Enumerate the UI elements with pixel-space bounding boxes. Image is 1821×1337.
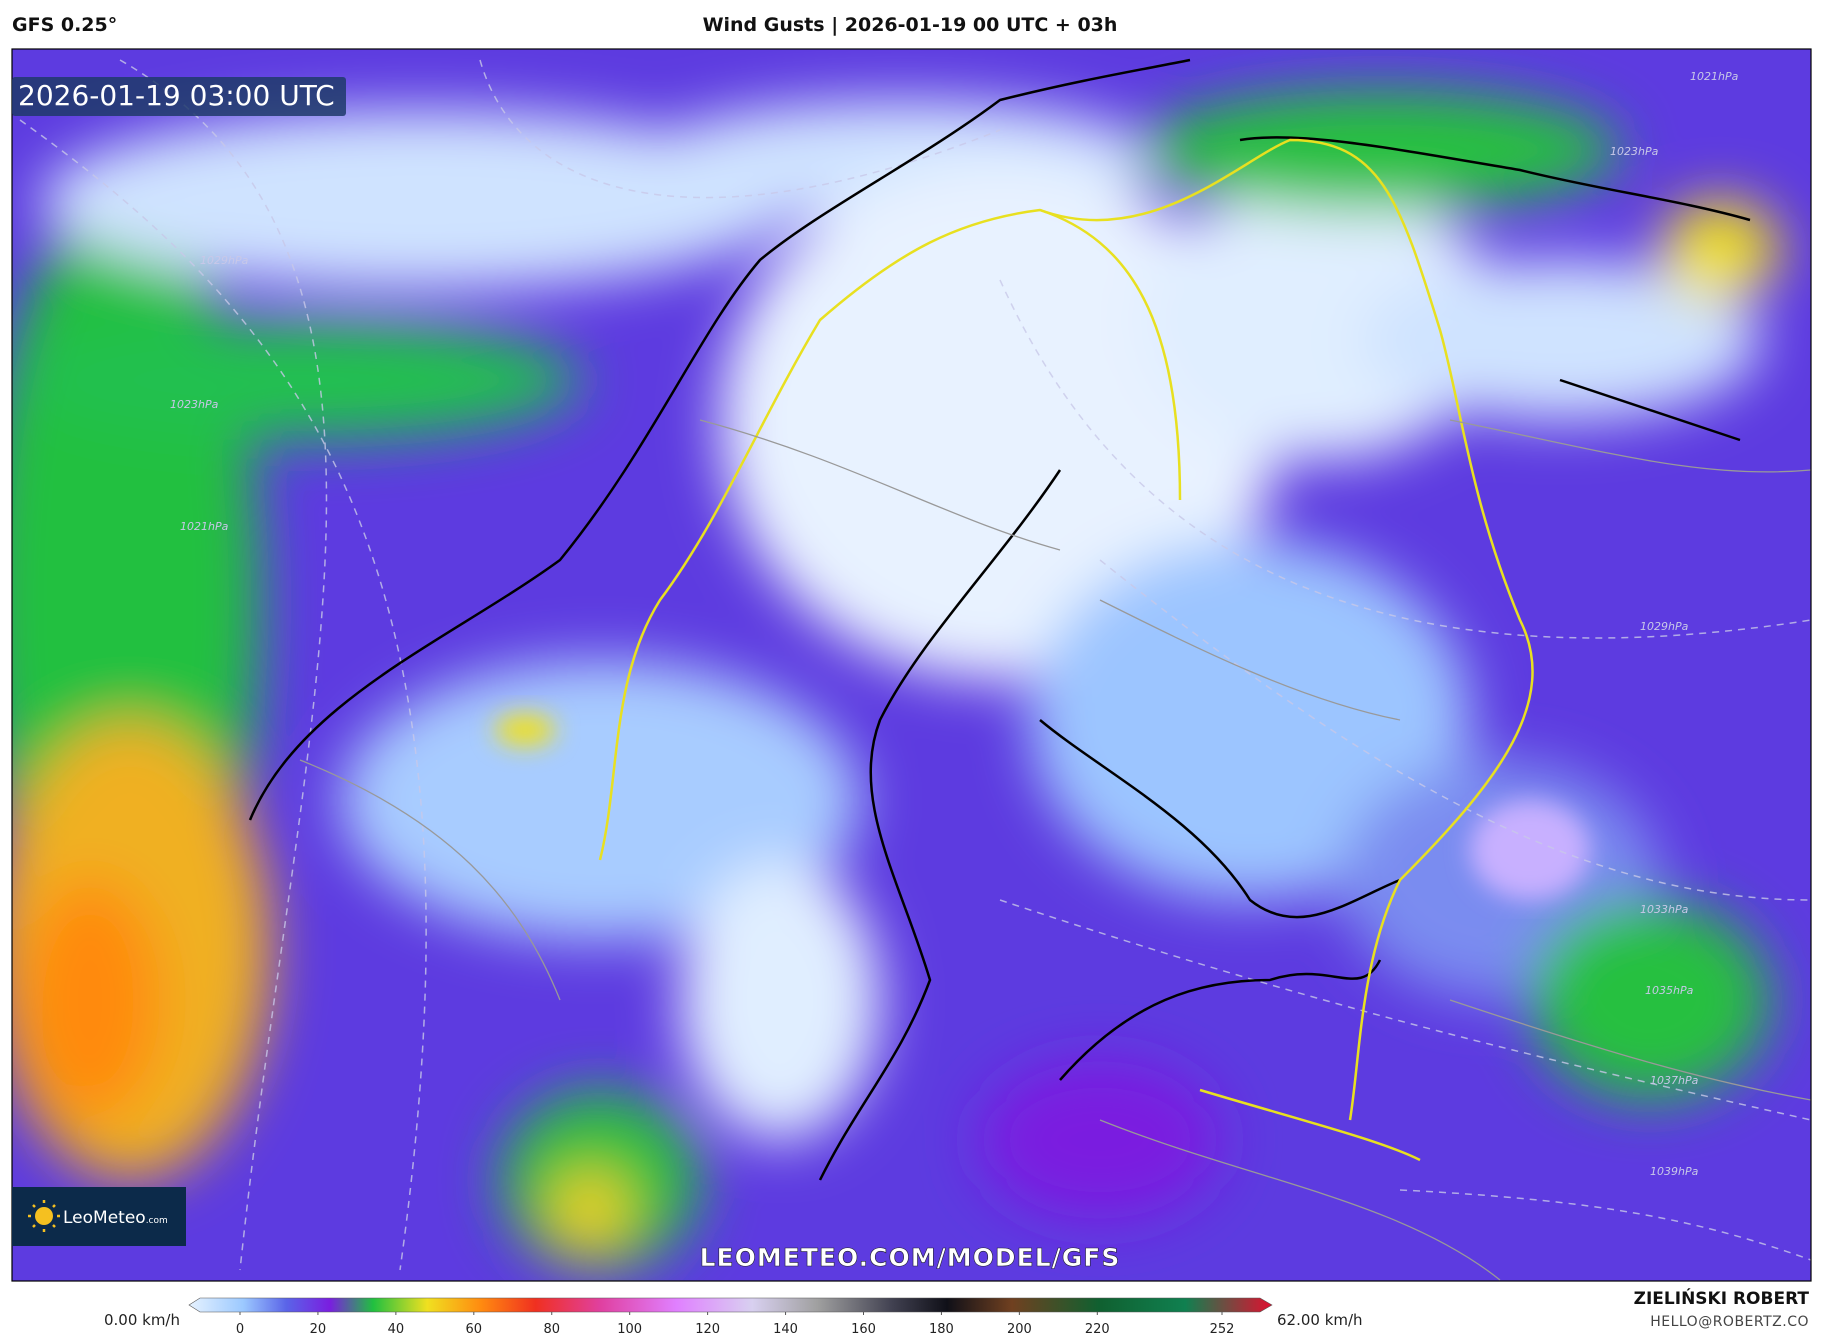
map-frame xyxy=(11,48,1812,1282)
colorbar-min: 0.00 km/h xyxy=(104,1311,180,1329)
email: HELLO@ROBERTZ.CO xyxy=(1650,1314,1809,1330)
colorbar-tick-label: 180 xyxy=(929,1322,954,1337)
isobar-label: 1029hPa xyxy=(200,254,249,267)
title: Wind Gusts | 2026-01-19 00 UTC + 03h xyxy=(703,14,1118,36)
logo-sun xyxy=(35,1207,53,1225)
logo-suffix: .com xyxy=(146,1216,168,1226)
colorbar-tick-label: 0 xyxy=(236,1322,244,1337)
colorbar-tick-label: 100 xyxy=(617,1322,642,1337)
isobar-label: 1021hPa xyxy=(180,520,229,533)
isobar-label: 1035hPa xyxy=(1645,984,1694,997)
colorbar-tick-label: 40 xyxy=(388,1322,405,1337)
colorbar xyxy=(188,1297,1273,1313)
isobar-label: 1039hPa xyxy=(1650,1165,1699,1178)
colorbar-tick-label: 140 xyxy=(773,1322,798,1337)
colorbar-tick-label: 80 xyxy=(543,1322,560,1337)
colorbar-tick-label: 200 xyxy=(1007,1322,1032,1337)
map: 1021hPa 1023hPa 1029hPa 1021hPa 1023hPa 1029h… xyxy=(12,49,1811,1281)
author: ZIELIŃSKI ROBERT xyxy=(1634,1287,1810,1309)
model-label: GFS 0.25° xyxy=(12,14,117,36)
isobar-label: 1021hPa xyxy=(1690,70,1739,83)
logo-rays xyxy=(28,1200,60,1232)
url: LEOMETEO.COM/MODEL/GFS xyxy=(700,1243,1121,1272)
logo-name: LeoMeteo xyxy=(63,1208,146,1228)
timestamp: 2026-01-19 03:00 UTC xyxy=(18,79,335,112)
colorbar-tick-label: 20 xyxy=(310,1322,327,1337)
timestamp-box xyxy=(12,77,346,116)
colorbar-tick-label: 120 xyxy=(695,1322,720,1337)
isobar-label: 1023hPa xyxy=(170,398,219,411)
colorbar-tick-label: 60 xyxy=(466,1322,483,1337)
colorbar-tick-label: 252 xyxy=(1210,1322,1235,1337)
isobar-label: 1023hPa xyxy=(1610,145,1659,158)
isobar-label: 1029hPa xyxy=(1640,620,1689,633)
colorbar-max: 62.00 km/h xyxy=(1277,1311,1363,1329)
colorbar-tick-label: 160 xyxy=(851,1322,876,1337)
isobar-label: 1037hPa xyxy=(1650,1074,1699,1087)
logo-text: LeoMeteo.com xyxy=(63,1208,168,1228)
isobar-label: 1033hPa xyxy=(1640,903,1689,916)
colorbar-tick-label: 220 xyxy=(1085,1322,1110,1337)
